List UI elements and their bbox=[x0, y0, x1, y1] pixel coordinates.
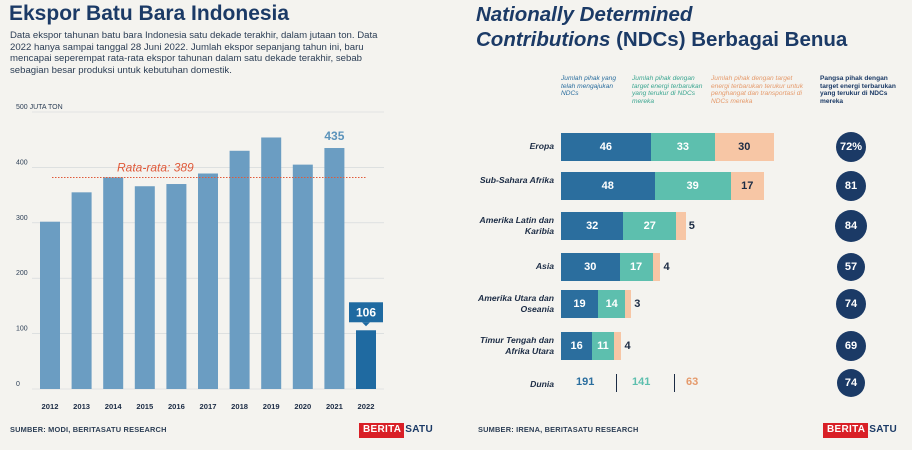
data-label-2022: 106 bbox=[356, 305, 376, 319]
share-circle: 74 bbox=[836, 289, 866, 319]
average-label: Rata-rata: 389 bbox=[117, 160, 194, 174]
bar-value-outside: 3 bbox=[634, 298, 641, 310]
bar-value-outside: 4 bbox=[624, 340, 631, 352]
beritasatu-logo-left: BERITA SATU bbox=[359, 423, 435, 438]
region-label: Amerika Latin dan Karibia bbox=[479, 215, 555, 236]
right-chart-title: Nationally Determined Contributions (NDC… bbox=[476, 2, 847, 52]
x-tick-label: 2020 bbox=[294, 402, 311, 411]
region-label: Timur Tengah dan Afrika Utara bbox=[479, 335, 554, 356]
x-tick-label: 2015 bbox=[136, 402, 154, 411]
coal-export-panel: Ekspor Batu Bara Indonesia Data ekspor t… bbox=[9, 2, 435, 438]
column-header: Jumlah pihak yang telah mengajukan NDCs bbox=[561, 75, 616, 98]
bar bbox=[324, 148, 345, 389]
bar bbox=[198, 173, 218, 389]
y-tick-label: 300 bbox=[16, 215, 28, 222]
share-circle: 84 bbox=[835, 210, 867, 242]
bar-segment: 17 bbox=[730, 172, 764, 200]
x-tick-label: 2012 bbox=[42, 402, 59, 411]
region-label: Dunia bbox=[530, 379, 554, 389]
bar-segment bbox=[625, 290, 632, 318]
bar-value-outside: 5 bbox=[688, 220, 695, 232]
left-chart-description: Data ekspor tahunan batu bara Indonesia … bbox=[10, 30, 378, 76]
title-italic-line1: Nationally Determined bbox=[476, 3, 693, 26]
logo-text-satu: SATU bbox=[404, 423, 435, 438]
bar bbox=[103, 177, 124, 389]
beritasatu-logo-right: BERITA SATU bbox=[823, 423, 899, 438]
bar bbox=[166, 184, 187, 389]
column-header: Jumlah pihak dengan target energi terbar… bbox=[711, 75, 804, 105]
region-label: Amerika Utara dan Oseania bbox=[478, 293, 554, 314]
data-label-box-2022 bbox=[349, 302, 383, 323]
bar-segment: 39 bbox=[654, 172, 731, 200]
region-label: Sub-Sahara Afrika bbox=[479, 175, 554, 185]
bar-segment bbox=[676, 212, 686, 240]
bar-segment: 32 bbox=[561, 212, 624, 240]
bar-segment: 14 bbox=[598, 290, 626, 318]
bar-segment: 17 bbox=[619, 253, 653, 281]
share-circle: 57 bbox=[837, 253, 865, 281]
y-tick-label: 100 bbox=[16, 326, 28, 333]
bar-segment: 11 bbox=[592, 332, 614, 360]
world-separator bbox=[616, 374, 617, 392]
region-label: Asia bbox=[535, 261, 554, 271]
world-separator bbox=[674, 374, 675, 392]
bar bbox=[229, 150, 250, 389]
x-tick-label: 2022 bbox=[358, 402, 375, 411]
right-source: SUMBER: IRENA, BERITASATU RESEARCH bbox=[478, 425, 639, 434]
x-tick-label: 2017 bbox=[200, 402, 217, 411]
bar-segment: 48 bbox=[561, 172, 655, 200]
bar-segment: 33 bbox=[650, 133, 716, 161]
ndc-panel: Nationally Determined Contributions (NDC… bbox=[456, 0, 912, 450]
y-tick-label: 400 bbox=[16, 159, 28, 166]
logo-text-satu: SATU bbox=[868, 423, 899, 438]
world-value: 191 bbox=[576, 376, 595, 388]
data-label-pointer-2022 bbox=[362, 322, 370, 327]
x-tick-label: 2014 bbox=[105, 402, 123, 411]
x-tick-label: 2013 bbox=[73, 402, 90, 411]
logo-text-berita: BERITA bbox=[359, 423, 405, 438]
world-value: 63 bbox=[686, 376, 699, 388]
y-tick-label: 200 bbox=[16, 270, 28, 277]
world-value: 141 bbox=[632, 376, 651, 388]
y-tick-label: 0 bbox=[16, 381, 20, 388]
coal-export-bar-chart: 0 100 200 300 400 500 JUTA TON 2012 2013 2014 201… bbox=[16, 104, 384, 411]
column-header: Jumlah pihak dengan target energi terbar… bbox=[632, 75, 703, 105]
logo-text-berita: BERITA bbox=[823, 423, 869, 438]
bar-value-outside: 4 bbox=[663, 261, 670, 273]
bar-segment: 30 bbox=[715, 133, 774, 161]
bar-segment bbox=[652, 253, 661, 281]
bar bbox=[261, 137, 282, 389]
x-tick-label: 2016 bbox=[168, 402, 185, 411]
bar-segment: 27 bbox=[623, 212, 677, 240]
bar bbox=[356, 330, 376, 389]
bar-segment: 30 bbox=[561, 253, 620, 281]
title-rest: (NDCs) Berbagai Benua bbox=[610, 28, 848, 51]
bar bbox=[71, 192, 92, 389]
left-source: SUMBER: MODI, BERITASATU RESEARCH bbox=[10, 425, 167, 434]
share-circle: 72% bbox=[836, 132, 866, 162]
bar bbox=[292, 164, 313, 389]
share-circle: 69 bbox=[836, 331, 866, 361]
x-tick-label: 2018 bbox=[231, 402, 248, 411]
bar-segment: 16 bbox=[561, 332, 593, 360]
y-tick-label: 500 JUTA TON bbox=[16, 104, 63, 111]
bar-segment bbox=[613, 332, 622, 360]
bar-segment: 19 bbox=[561, 290, 599, 318]
share-circle: 81 bbox=[836, 171, 866, 201]
share-circle: 74 bbox=[837, 369, 865, 397]
region-label: Eropa bbox=[529, 141, 554, 151]
bar bbox=[134, 186, 155, 389]
data-label-2021: 435 bbox=[324, 129, 344, 143]
column-header: Pangsa pihak dengan target energi terbar… bbox=[820, 75, 896, 105]
x-tick-label: 2019 bbox=[263, 402, 280, 411]
left-chart-title: Ekspor Batu Bara Indonesia bbox=[9, 2, 290, 25]
title-italic-line2: Contributions bbox=[476, 28, 611, 51]
x-tick-label: 2021 bbox=[326, 402, 344, 411]
bar-segment: 46 bbox=[561, 133, 651, 161]
bar bbox=[40, 221, 60, 389]
